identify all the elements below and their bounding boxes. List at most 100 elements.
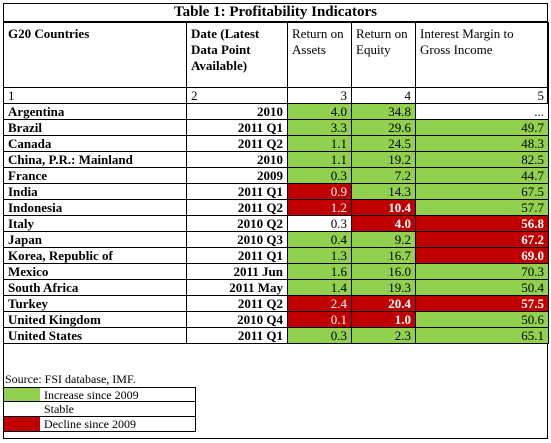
date-cell: 2011 Q2 (186, 199, 288, 216)
table-row: Turkey 2011 Q2 2.4 20.4 57.5 (3, 295, 549, 312)
column-number: 3 (287, 87, 352, 104)
country-cell: Brazil (3, 119, 187, 136)
country-cell: Argentina (3, 103, 187, 120)
date-cell: 2011 Q1 (186, 183, 288, 200)
roe-cell: 24.5 (351, 135, 416, 152)
margin-cell: 67.2 (415, 231, 549, 248)
source-note: Source: FSI database, IMF. (5, 372, 136, 386)
roe-cell: 10.4 (351, 199, 416, 216)
roa-cell: 1.4 (287, 279, 352, 296)
table-row: Mexico 2011 Jun 1.6 16.0 70.3 (3, 263, 549, 280)
roe-cell: 4.0 (351, 215, 416, 232)
legend-item-stable: Stable (3, 402, 196, 417)
date-cell: 2010 (186, 151, 288, 168)
column-number: 4 (351, 87, 416, 104)
table-row: Canada 2011 Q2 1.1 24.5 48.3 (3, 135, 549, 152)
roa-cell: 0.1 (287, 311, 352, 328)
column-number: 1 (3, 87, 187, 104)
legend: Increase since 2009 Stable Decline since 2… (3, 387, 548, 432)
date-cell: 2010 Q4 (186, 311, 288, 328)
country-cell: United Kingdom (3, 311, 187, 328)
date-cell: 2010 (186, 103, 288, 120)
roa-cell: 2.4 (287, 295, 352, 312)
country-cell: Italy (3, 215, 187, 232)
legend-item-decline: Decline since 2009 (3, 417, 196, 432)
margin-cell: 69.0 (415, 247, 549, 264)
margin-cell: 48.3 (415, 135, 549, 152)
country-cell: Indonesia (3, 199, 187, 216)
legend-swatch (4, 417, 40, 431)
table-body: Argentina 2010 4.0 34.8... Brazil 2011 Q1 3.3 2… (3, 103, 549, 344)
roa-cell: 1.2 (287, 199, 352, 216)
table-row: United Kingdom 2010 Q4 0.1 1.0 50.6 (3, 311, 549, 328)
table-row: Brazil 2011 Q1 3.3 29.6 49.7 (3, 119, 549, 136)
roe-cell: 9.2 (351, 231, 416, 248)
table-row: Italy 2010 Q2 0.3 4.0 56.8 (3, 215, 549, 232)
roa-cell: 0.3 (287, 167, 352, 184)
legend-label: Decline since 2009 (44, 417, 136, 431)
country-cell: India (3, 183, 187, 200)
date-cell: 2011 Q2 (186, 295, 288, 312)
table-row: Indonesia 2011 Q2 1.2 10.4 57.7 (3, 199, 549, 216)
roa-cell: 4.0 (287, 103, 352, 120)
country-cell: Japan (3, 231, 187, 248)
roe-cell: 16.0 (351, 263, 416, 280)
table-row: Korea, Republic of 2011 Q1 1.3 16.7 69.0 (3, 247, 549, 264)
legend-item-increase: Increase since 2009 (3, 387, 196, 402)
table-title: Table 1: Profitability Indicators (3, 3, 548, 22)
margin-cell: 57.7 (415, 199, 549, 216)
header-roa: Return on Assets (287, 22, 352, 88)
country-cell: France (3, 167, 187, 184)
roa-cell: 1.6 (287, 263, 352, 280)
date-cell: 2010 Q3 (186, 231, 288, 248)
header-roe: Return on Equity (351, 22, 416, 88)
roe-cell: 20.4 (351, 295, 416, 312)
roa-cell: 0.3 (287, 327, 352, 344)
roe-cell: 16.7 (351, 247, 416, 264)
roa-cell: 0.9 (287, 183, 352, 200)
date-cell: 2009 (186, 167, 288, 184)
date-cell: 2011 Q1 (186, 247, 288, 264)
roe-cell: 19.3 (351, 279, 416, 296)
roa-cell: 0.3 (287, 215, 352, 232)
roe-cell: 1.0 (351, 311, 416, 328)
country-cell: United States (3, 327, 187, 344)
table-footer: Source: FSI database, IMF. Increase sinc… (3, 372, 548, 432)
margin-cell: 82.5 (415, 151, 549, 168)
header-country: G20 Countries (3, 22, 187, 88)
margin-cell: 56.8 (415, 215, 549, 232)
country-cell: Turkey (3, 295, 187, 312)
table-row: China, P.R.: Mainland 2010 1.1 19.2 82.5 (3, 151, 549, 168)
legend-swatch (4, 388, 40, 401)
margin-cell: 57.5 (415, 295, 549, 312)
margin-cell: 44.7 (415, 167, 549, 184)
roe-cell: 2.3 (351, 327, 416, 344)
table-row: Argentina 2010 4.0 34.8... (3, 103, 549, 120)
roa-cell: 3.3 (287, 119, 352, 136)
date-cell: 2011 May (186, 279, 288, 296)
roa-cell: 1.1 (287, 135, 352, 152)
roe-cell: 34.8 (351, 103, 416, 120)
margin-cell: 49.7 (415, 119, 549, 136)
column-number: 5 (415, 87, 549, 104)
table-row: France 2009 0.3 7.2 44.7 (3, 167, 549, 184)
legend-swatch (4, 402, 40, 416)
column-number: 2 (186, 87, 288, 104)
roe-cell: 7.2 (351, 167, 416, 184)
margin-cell: 65.1 (415, 327, 549, 344)
header-margin: Interest Margin to Gross Income (415, 22, 549, 88)
date-cell: 2010 Q2 (186, 215, 288, 232)
margin-cell: 50.4 (415, 279, 549, 296)
date-cell: 2011 Q2 (186, 135, 288, 152)
roa-cell: 1.1 (287, 151, 352, 168)
margin-cell: 67.5 (415, 183, 549, 200)
roe-cell: 19.2 (351, 151, 416, 168)
country-cell: China, P.R.: Mainland (3, 151, 187, 168)
date-cell: 2011 Jun (186, 263, 288, 280)
table-row: South Africa 2011 May 1.4 19.3 50.4 (3, 279, 549, 296)
header-date: Date (Latest Data Point Available) (186, 22, 288, 88)
roe-cell: 29.6 (351, 119, 416, 136)
margin-cell: 50.6 (415, 311, 549, 328)
roe-cell: 14.3 (351, 183, 416, 200)
table-row: Japan 2010 Q3 0.4 9.2 67.2 (3, 231, 549, 248)
